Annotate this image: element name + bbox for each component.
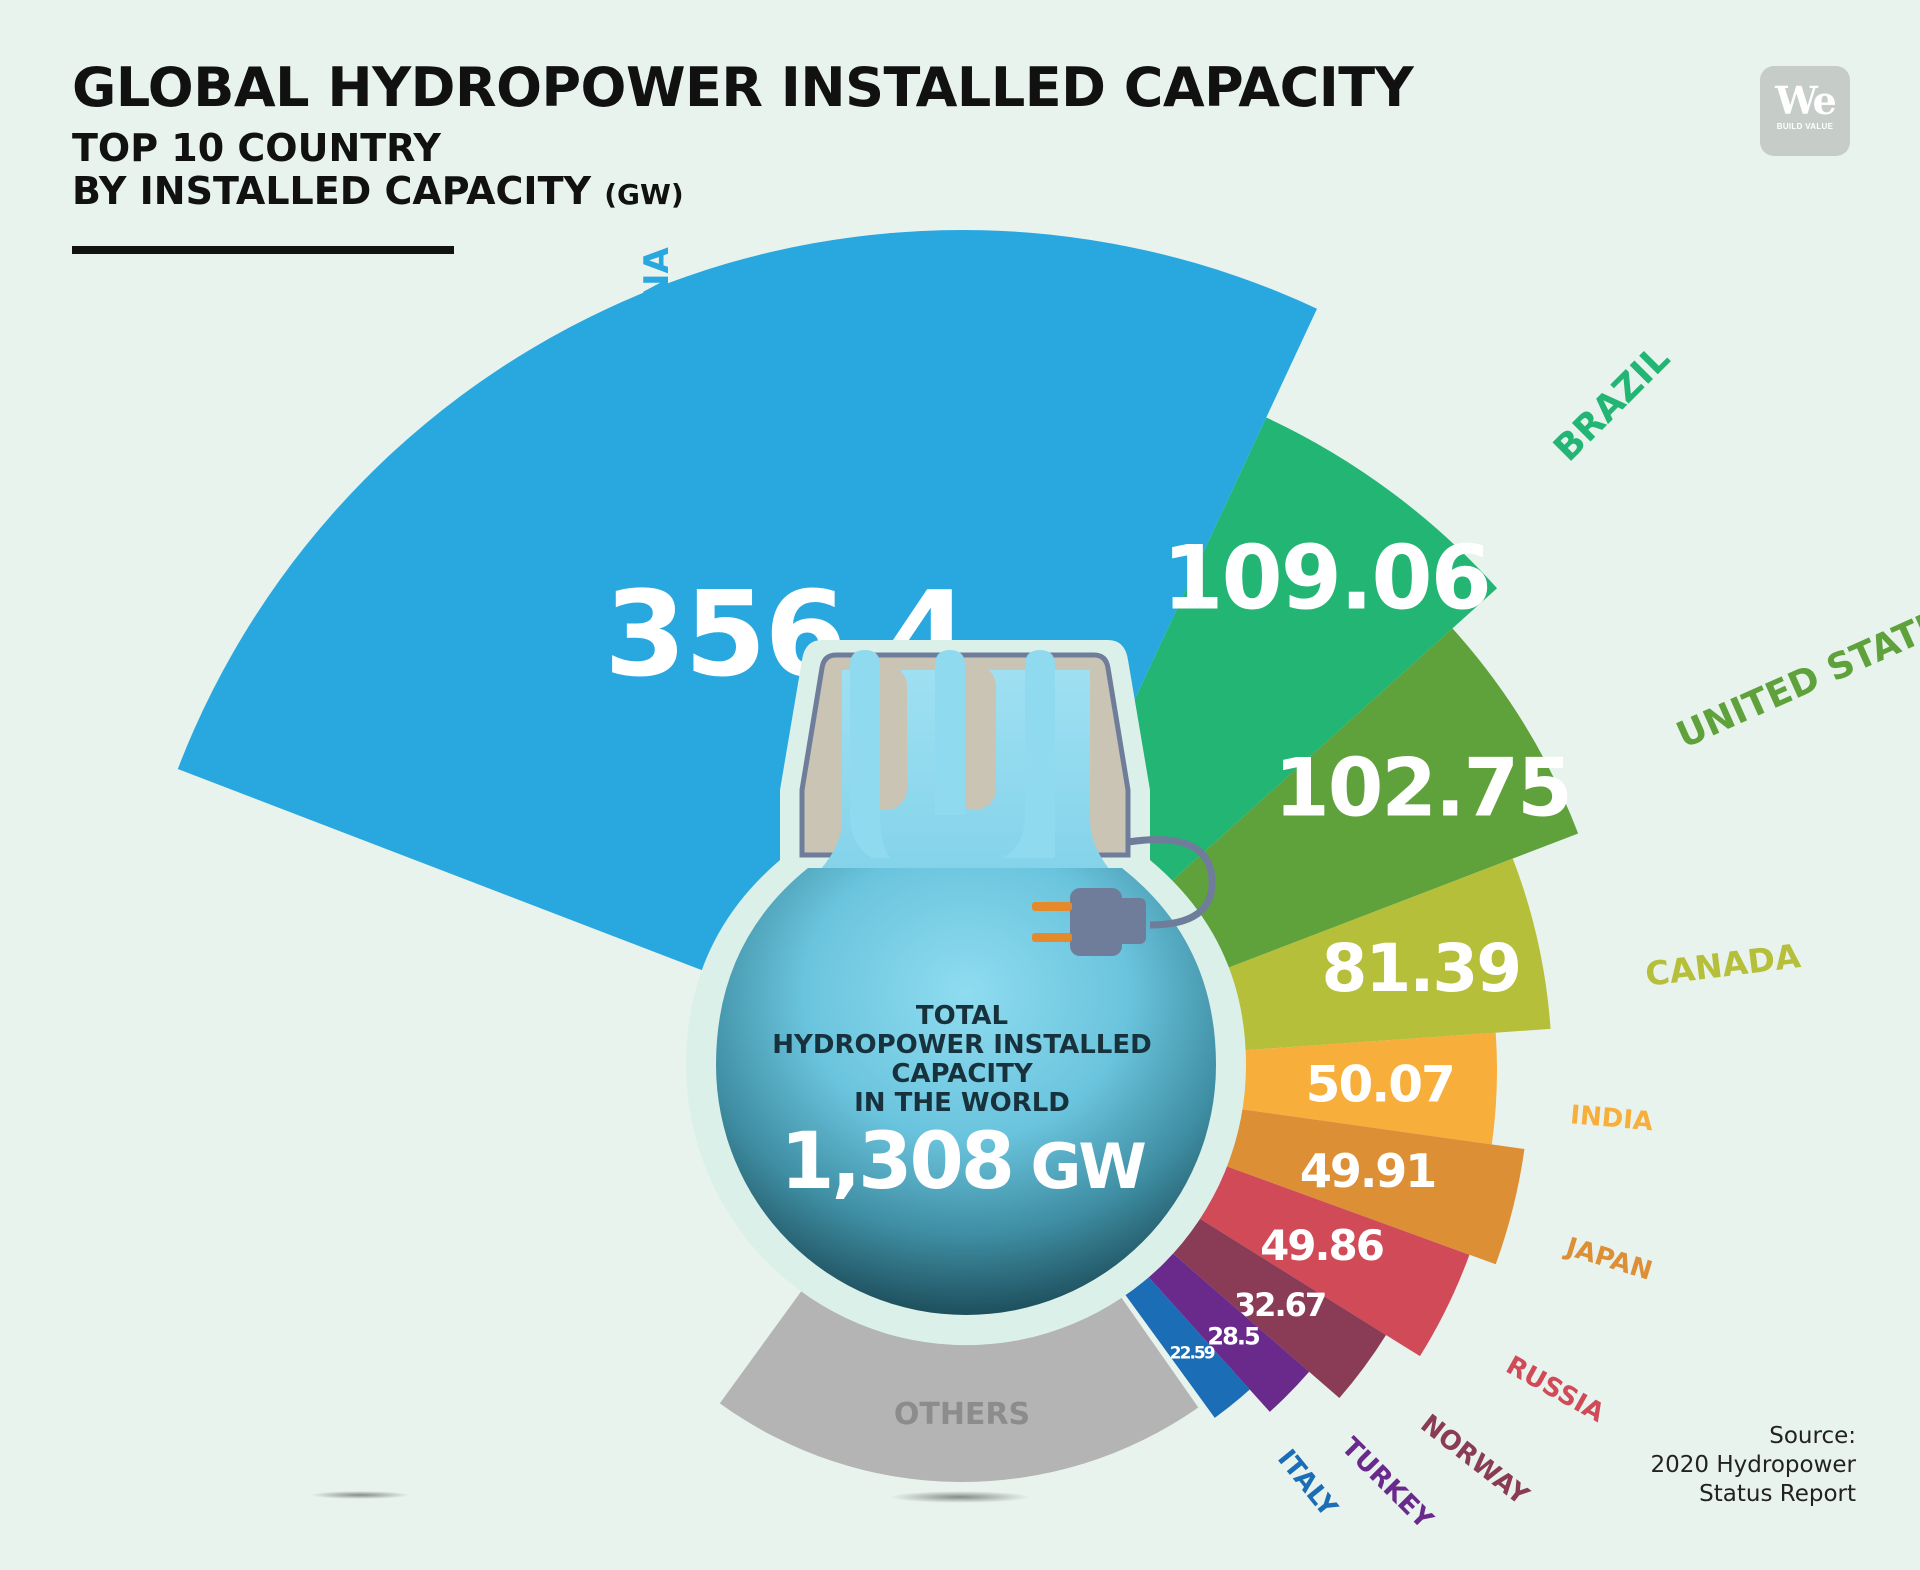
title-rule [72,246,454,254]
subtitle-line-1: TOP 10 COUNTRY [72,126,441,171]
logo-main-text: We [1775,78,1837,123]
center-line-4: IN THE WORLD [854,1088,1070,1118]
country-label-italy: ITALY [1271,1444,1343,1524]
center-total: 1,308 GW [780,1117,1145,1207]
ground-shadow-left [310,1491,410,1499]
center-total-unit: GW [1030,1130,1145,1203]
plug-icon [1032,888,1146,956]
logo-sub-text: BUILD VALUE [1776,122,1834,131]
value-label-russia: 49.86 [1260,1221,1383,1270]
turbine-pipes [850,650,1055,858]
ground-shadow-center [890,1491,1030,1503]
source-note: Source: 2020 Hydropower Status Report [1651,1422,1856,1510]
bulb-body [716,868,1216,1315]
bulb-illustration: TOTAL HYDROPOWER INSTALLED CAPACITY IN T… [686,640,1246,1346]
country-label-china: CHINA [637,246,677,368]
subtitle-line-2: BY INSTALLED CAPACITY (GW) [72,170,1413,213]
value-label-brazil: 109.06 [1162,527,1490,630]
center-line-3: CAPACITY [891,1059,1033,1089]
value-label-norway: 32.67 [1234,1286,1325,1324]
chart-title: GLOBAL HYDROPOWER INSTALLED CAPACITY [72,56,1414,119]
subtitle-unit: (GW) [604,177,684,211]
country-label-russia: RUSSIA [1501,1350,1609,1428]
country-label-norway: NORWAY [1415,1409,1535,1512]
value-label-turkey: 28.5 [1207,1322,1260,1350]
center-line-2: HYDROPOWER INSTALLED [772,1030,1151,1060]
chart-header: GLOBAL HYDROPOWER INSTALLED CAPACITY TOP… [72,56,1414,213]
source-line-2: 2020 Hydropower [1650,1452,1856,1479]
center-line-1: TOTAL [916,1001,1008,1031]
chart-subtitle: TOP 10 COUNTRY BY INSTALLED CAPACITY (GW… [72,127,1413,212]
brand-logo: We BUILD VALUE [1760,66,1850,156]
value-label-japan: 49.91 [1300,1144,1436,1198]
country-label-united-states: UNITED STATES [1671,592,1920,756]
source-line-3: Status Report [1699,1481,1856,1508]
value-label-united-states: 102.75 [1274,741,1571,834]
country-label-canada: CANADA [1643,936,1803,994]
country-label-turkey: TURKEY [1335,1432,1439,1536]
subtitle-line-2-text: BY INSTALLED CAPACITY [72,168,592,213]
value-label-canada: 81.39 [1321,930,1520,1007]
country-label-india: INDIA [1569,1100,1654,1137]
country-label-japan: JAPAN [1561,1232,1656,1287]
value-label-italy: 22.59 [1170,1344,1215,1364]
country-label-brazil: BRAZIL [1546,338,1678,470]
value-label-india: 50.07 [1306,1056,1454,1114]
country-label-others: OTHERS [894,1397,1030,1432]
plug-cable [1127,836,1216,929]
source-line-1: Source: [1769,1423,1856,1449]
center-total-value: 1,308 [780,1117,1012,1207]
